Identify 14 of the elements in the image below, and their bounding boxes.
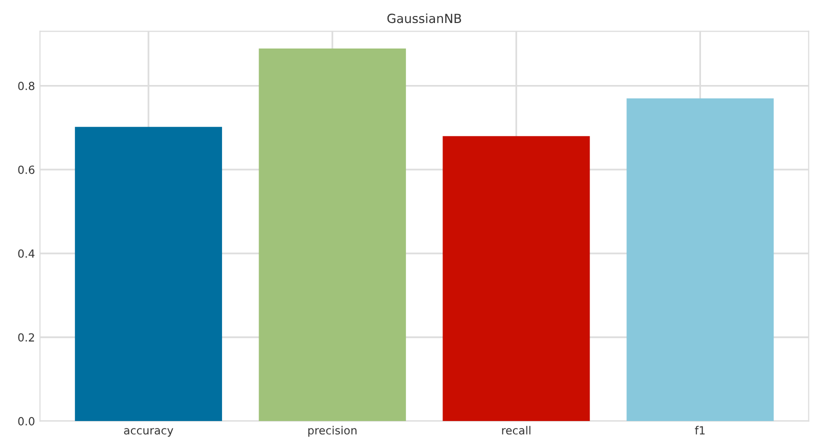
y-tick-label: 0.2 [18, 333, 34, 342]
y-tick-label: 0.8 [18, 82, 34, 90]
bar [626, 98, 774, 422]
bar [74, 126, 222, 422]
y-tick-label: 0.6 [18, 166, 34, 174]
x-tick-label: accuracy [124, 428, 174, 437]
chart-title: GaussianNB [387, 13, 462, 24]
y-tick-label: 0.4 [18, 249, 34, 258]
bar [258, 48, 406, 422]
y-tick-label: 0.0 [18, 417, 34, 426]
x-tick-label: f1 [694, 426, 705, 434]
x-tick-label: recall [502, 426, 530, 435]
bar [442, 136, 590, 422]
x-tick-label: precision [308, 426, 356, 437]
